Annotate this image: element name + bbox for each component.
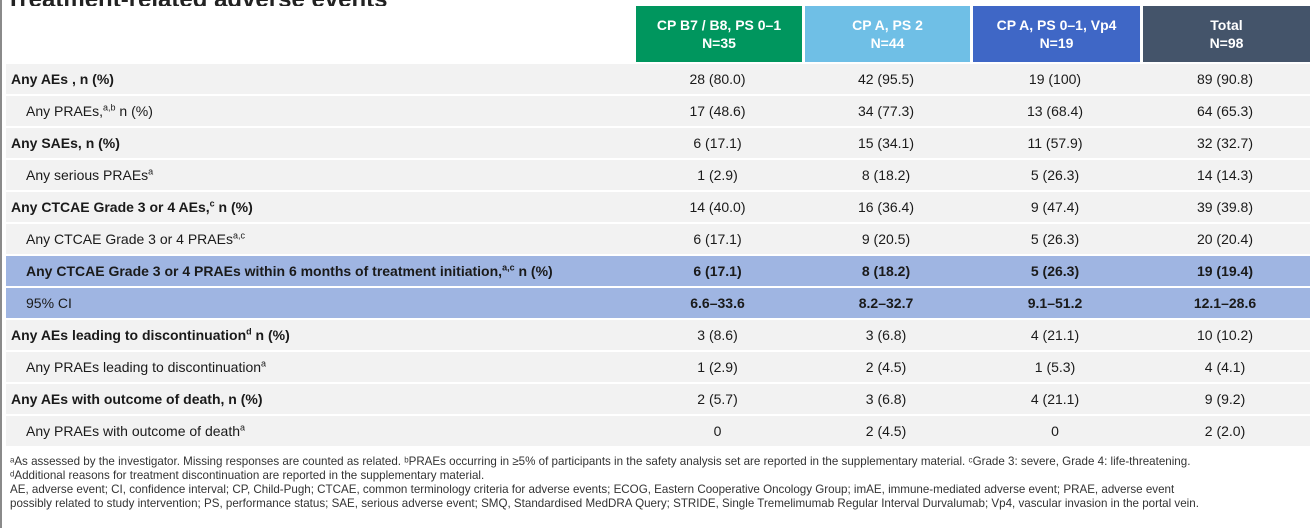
cell-value: 28 (80.0)	[633, 62, 802, 94]
cell-value: 4 (21.1)	[970, 318, 1140, 350]
cell-value: 64 (65.3)	[1140, 94, 1310, 126]
cell-value: 4 (4.1)	[1140, 350, 1310, 382]
row-label: Any AEs with outcome of death, n (%)	[6, 382, 633, 414]
row-label: Any AEs leading to discontinuationd n (%…	[6, 318, 633, 350]
table-row: Any PRAEs,a,b n (%) 17 (48.6) 34 (77.3) …	[6, 94, 1310, 126]
cell-value: 1 (2.9)	[633, 158, 802, 190]
cell-value: 14 (14.3)	[1140, 158, 1310, 190]
cell-value: 14 (40.0)	[633, 190, 802, 222]
cell-value: 3 (6.8)	[802, 318, 970, 350]
cell-value: 11 (57.9)	[970, 126, 1140, 158]
cell-value: 2 (5.7)	[633, 382, 802, 414]
cell-value: 89 (90.8)	[1140, 62, 1310, 94]
abbreviations-line: possibly related to study intervention; …	[10, 497, 1199, 510]
header-total: Total N=98	[1140, 6, 1310, 62]
cell-value: 9 (20.5)	[802, 222, 970, 254]
table-row-highlighted: Any CTCAE Grade 3 or 4 PRAEs within 6 mo…	[6, 254, 1310, 286]
cell-value: 5 (26.3)	[970, 222, 1140, 254]
cell-value: 0	[633, 414, 802, 446]
header-cp-b7-b8: CP B7 / B8, PS 0–1 N=35	[633, 6, 802, 62]
row-label: 95% CI	[6, 286, 633, 318]
cell-value: 42 (95.5)	[802, 62, 970, 94]
table-row: Any CTCAE Grade 3 or 4 PRAEsa,c 6 (17.1)…	[6, 222, 1310, 254]
cell-value: 3 (8.6)	[633, 318, 802, 350]
abbreviations-line: AE, adverse event; CI, confidence interv…	[10, 483, 1175, 496]
cell-value: 5 (26.3)	[970, 158, 1140, 190]
cell-value: 9 (47.4)	[970, 190, 1140, 222]
cell-value: 6.6–33.6	[633, 286, 802, 318]
cell-value: 8.2–32.7	[802, 286, 970, 318]
table-row: Any PRAEs with outcome of deatha 0 2 (4.…	[6, 414, 1310, 446]
cell-value: 1 (2.9)	[633, 350, 802, 382]
row-label: Any PRAEs,a,b n (%)	[6, 94, 633, 126]
cell-value: 5 (26.3)	[970, 254, 1140, 286]
footnotes: ᵃAs assessed by the investigator. Missin…	[10, 455, 1310, 511]
cell-value: 0	[970, 414, 1140, 446]
cell-value: 8 (18.2)	[802, 254, 970, 286]
adverse-events-table: CP B7 / B8, PS 0–1 N=35 CP A, PS 2 N=44 …	[6, 6, 1310, 446]
cell-value: 20 (20.4)	[1140, 222, 1310, 254]
cell-value: 6 (17.1)	[633, 126, 802, 158]
header-cp-a-vp4: CP A, PS 0–1, Vp4 N=19	[970, 6, 1140, 62]
table-row-highlighted-ci: 95% CI 6.6–33.6 8.2–32.7 9.1–51.2 12.1–2…	[6, 286, 1310, 318]
table-row: Any AEs , n (%) 28 (80.0) 42 (95.5) 19 (…	[6, 62, 1310, 94]
cell-value: 17 (48.6)	[633, 94, 802, 126]
table-row: Any AEs with outcome of death, n (%) 2 (…	[6, 382, 1310, 414]
table-row: Any serious PRAEsa 1 (2.9) 8 (18.2) 5 (2…	[6, 158, 1310, 190]
row-label: Any CTCAE Grade 3 or 4 AEs,c n (%)	[6, 190, 633, 222]
cell-value: 3 (6.8)	[802, 382, 970, 414]
table-row: Any CTCAE Grade 3 or 4 AEs,c n (%) 14 (4…	[6, 190, 1310, 222]
cell-value: 12.1–28.6	[1140, 286, 1310, 318]
cell-value: 6 (17.1)	[633, 222, 802, 254]
cell-value: 19 (19.4)	[1140, 254, 1310, 286]
row-label: Any PRAEs leading to discontinuationa	[6, 350, 633, 382]
table-header-row: CP B7 / B8, PS 0–1 N=35 CP A, PS 2 N=44 …	[6, 6, 1310, 62]
cell-value: 8 (18.2)	[802, 158, 970, 190]
cell-value: 13 (68.4)	[970, 94, 1140, 126]
left-border	[0, 0, 2, 528]
cell-value: 15 (34.1)	[802, 126, 970, 158]
cell-value: 32 (32.7)	[1140, 126, 1310, 158]
footnote-line: ᵈAdditional reasons for treatment discon…	[10, 469, 485, 482]
header-cp-a-ps2: CP A, PS 2 N=44	[802, 6, 970, 62]
cell-value: 2 (4.5)	[802, 414, 970, 446]
row-label: Any CTCAE Grade 3 or 4 PRAEsa,c	[6, 222, 633, 254]
cell-value: 9.1–51.2	[970, 286, 1140, 318]
header-blank-cell	[6, 6, 633, 62]
footnote-line: ᵃAs assessed by the investigator. Missin…	[10, 455, 1191, 468]
row-label: Any CTCAE Grade 3 or 4 PRAEs within 6 mo…	[6, 254, 633, 286]
cell-value: 9 (9.2)	[1140, 382, 1310, 414]
table-row: Any AEs leading to discontinuationd n (%…	[6, 318, 1310, 350]
cell-value: 10 (10.2)	[1140, 318, 1310, 350]
cell-value: 19 (100)	[970, 62, 1140, 94]
row-label: Any SAEs, n (%)	[6, 126, 633, 158]
cell-value: 6 (17.1)	[633, 254, 802, 286]
row-label: Any serious PRAEsa	[6, 158, 633, 190]
cell-value: 1 (5.3)	[970, 350, 1140, 382]
cell-value: 34 (77.3)	[802, 94, 970, 126]
table-row: Any SAEs, n (%) 6 (17.1) 15 (34.1) 11 (5…	[6, 126, 1310, 158]
table-row: Any PRAEs leading to discontinuationa 1 …	[6, 350, 1310, 382]
row-label: Any PRAEs with outcome of deatha	[6, 414, 633, 446]
cell-value: 39 (39.8)	[1140, 190, 1310, 222]
cell-value: 2 (4.5)	[802, 350, 970, 382]
row-label: Any AEs , n (%)	[6, 62, 633, 94]
cell-value: 2 (2.0)	[1140, 414, 1310, 446]
cell-value: 16 (36.4)	[802, 190, 970, 222]
cell-value: 4 (21.1)	[970, 382, 1140, 414]
